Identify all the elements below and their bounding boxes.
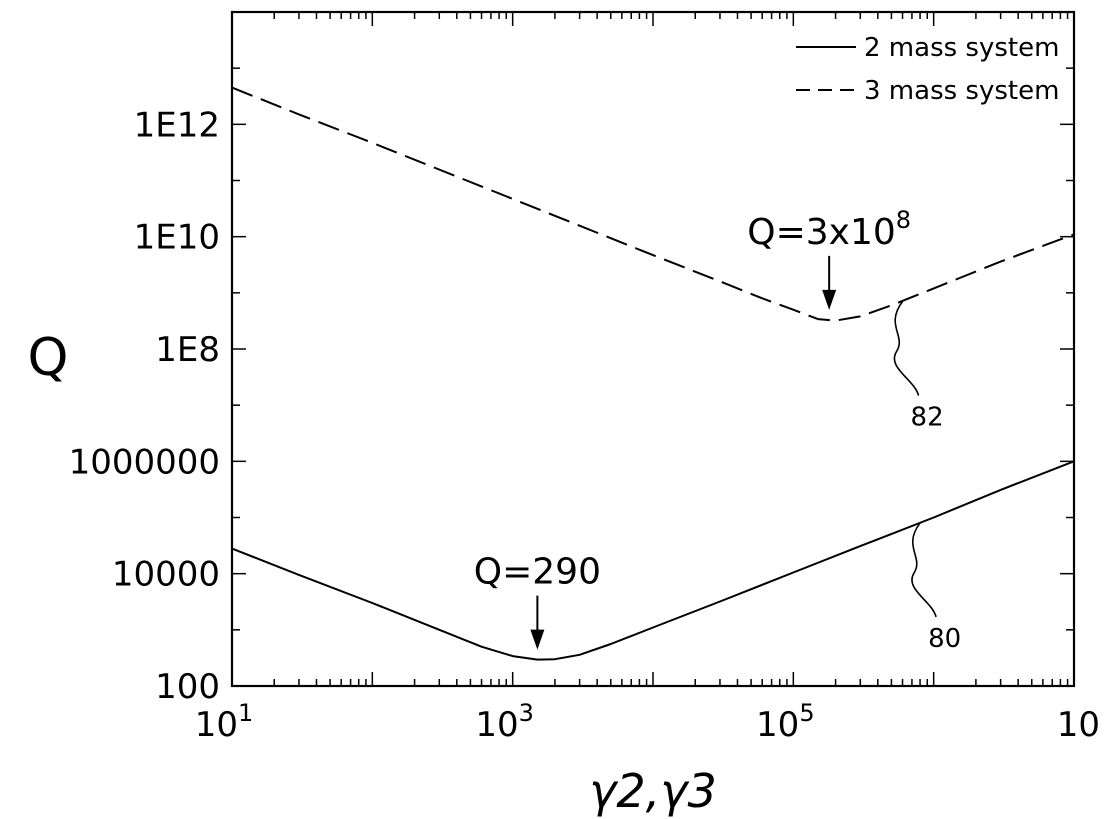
annotation-label: Q=290 xyxy=(474,552,601,593)
x-tick-label: 101 xyxy=(195,699,254,745)
reference-leader-line xyxy=(893,301,920,396)
y-tick-label: 10000 xyxy=(112,555,220,595)
annotations: Q=290 Q=3x108 80 82 xyxy=(474,206,961,654)
x-axis-title: γ2,γ3 xyxy=(589,764,717,818)
tick-labels: 100 10000 1000000 1E8 1E10 1E12 101 103 105 10 xyxy=(69,105,1100,745)
y-tick-label: 1E8 xyxy=(155,330,220,370)
annotation-arrowhead xyxy=(530,629,545,650)
plot-frame xyxy=(230,10,1076,688)
x-tick-label: 103 xyxy=(475,699,534,745)
x-tick-label: 10 xyxy=(1057,705,1100,745)
legend: 2 mass system 3 mass system xyxy=(796,33,1059,106)
tick-marks xyxy=(231,11,1074,687)
y-tick-label: 1000000 xyxy=(69,442,220,482)
series-3-mass-line xyxy=(231,86,1075,322)
reference-numeral: 82 xyxy=(911,403,944,433)
series-lines xyxy=(231,86,1075,661)
y-tick-label: 1E10 xyxy=(134,218,220,258)
series-2-mass-line xyxy=(231,460,1075,661)
annotation-arrowhead xyxy=(822,289,837,310)
reference-numeral: 80 xyxy=(928,624,961,654)
x-tick-label: 105 xyxy=(756,699,815,745)
y-tick-label: 100 xyxy=(155,667,220,707)
legend-label-2-mass: 2 mass system xyxy=(864,33,1059,63)
y-axis-title: Q xyxy=(28,328,69,388)
legend-label-3-mass: 3 mass system xyxy=(864,76,1059,106)
y-tick-label: 1E12 xyxy=(134,105,220,145)
reference-leader-line xyxy=(911,522,937,618)
annotation-label: Q=3x108 xyxy=(747,206,911,253)
